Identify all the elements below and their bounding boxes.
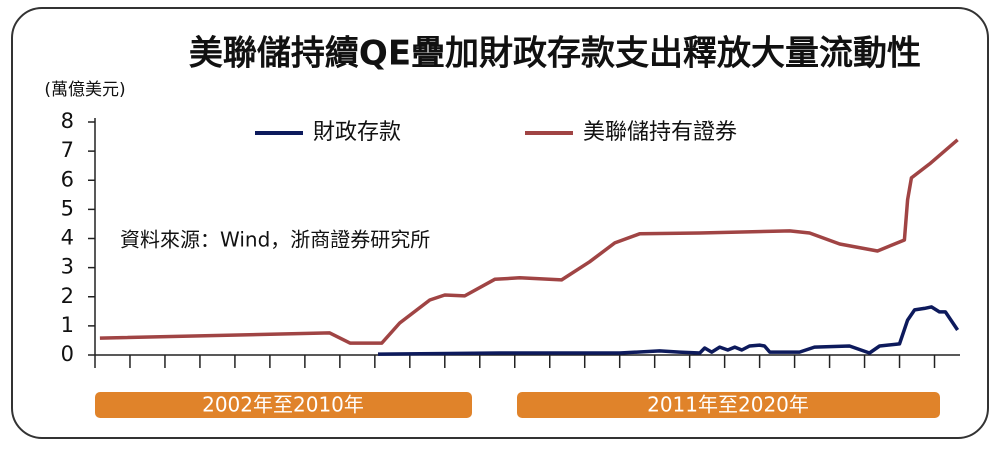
legend-label: 美聯儲持有證券 xyxy=(583,120,737,145)
y-tick-label: 7 xyxy=(61,138,74,162)
series-line xyxy=(99,138,959,345)
series-line xyxy=(377,305,960,356)
y-tick-label: 5 xyxy=(61,196,74,220)
y-tick-label: 0 xyxy=(61,342,74,366)
y-unit-label: (萬億美元) xyxy=(44,80,125,100)
source-annotation: 資料來源：Wind，浙商證券研究所 xyxy=(120,228,430,252)
period-label: 2002年至2010年 xyxy=(202,393,364,417)
y-tick-label: 3 xyxy=(61,255,74,279)
period-band xyxy=(95,392,472,418)
y-tick-label: 6 xyxy=(61,167,74,191)
legend-label: 財政存款 xyxy=(313,120,401,145)
y-tick-label: 8 xyxy=(61,109,74,133)
y-tick-label: 4 xyxy=(61,226,74,250)
frame xyxy=(11,7,989,439)
period-band xyxy=(517,392,940,418)
chart-title: 美聯儲持續QE疊加財政存款支出釋放大量流動性 xyxy=(189,34,921,74)
period-label: 2011年至2020年 xyxy=(647,393,809,417)
y-tick-label: 2 xyxy=(61,284,74,308)
y-tick-label: 1 xyxy=(61,313,74,337)
